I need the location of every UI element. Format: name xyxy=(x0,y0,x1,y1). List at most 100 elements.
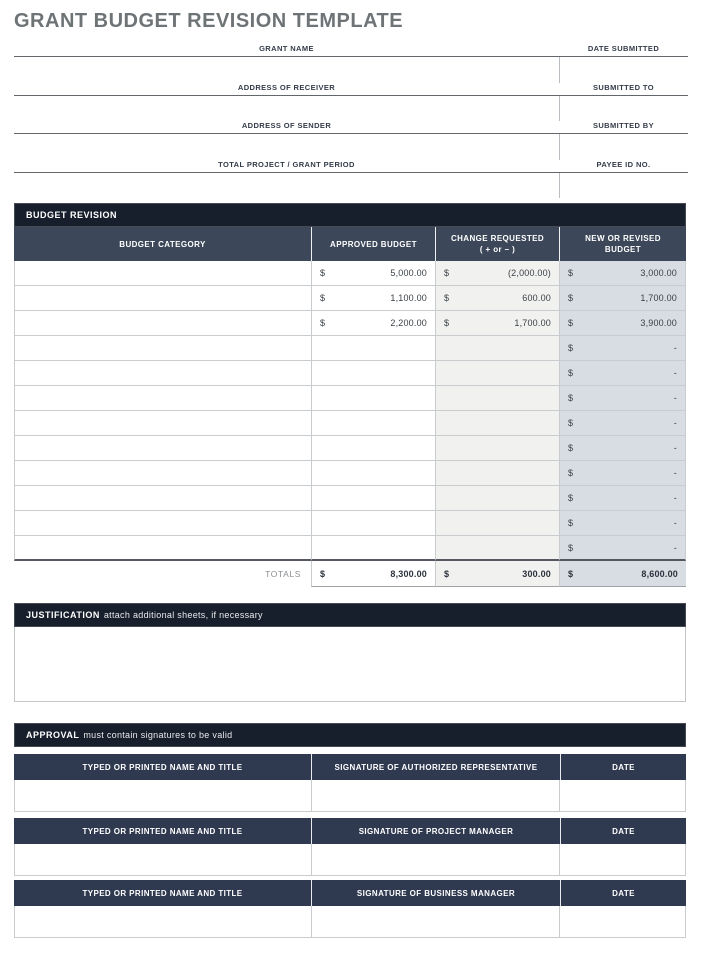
change-requested-cell[interactable] xyxy=(435,411,559,436)
approved-budget-cell[interactable] xyxy=(311,436,435,461)
submitted-to-input[interactable] xyxy=(559,95,688,121)
change-requested-cell[interactable]: $1,700.00 xyxy=(435,311,559,336)
budget-category-cell[interactable] xyxy=(14,336,311,361)
approved-budget-cell[interactable] xyxy=(311,511,435,536)
budget-category-cell[interactable] xyxy=(14,461,311,486)
change-requested-cell[interactable] xyxy=(435,511,559,536)
cell-value: 3,900.00 xyxy=(640,318,677,328)
grant-name-label: GRANT NAME xyxy=(259,44,314,53)
revised-budget-cell[interactable]: $ - xyxy=(559,386,686,411)
grant-period-input[interactable] xyxy=(14,173,559,199)
approved-budget-cell[interactable] xyxy=(311,336,435,361)
submitted-by-label: SUBMITTED BY xyxy=(592,121,655,130)
date-input[interactable] xyxy=(559,780,685,811)
justification-input[interactable] xyxy=(14,627,686,702)
revised-budget-cell[interactable]: $ - xyxy=(559,511,686,536)
budget-revision-title: BUDGET REVISION xyxy=(26,210,118,220)
signature-input[interactable] xyxy=(311,844,559,875)
cell-value: 3,000.00 xyxy=(640,268,677,278)
date-input[interactable] xyxy=(559,844,685,875)
change-requested-cell[interactable] xyxy=(435,361,559,386)
approved-budget-cell[interactable] xyxy=(311,461,435,486)
change-requested-cell[interactable] xyxy=(435,436,559,461)
budget-category-cell[interactable] xyxy=(14,436,311,461)
date-submitted-input[interactable] xyxy=(559,57,688,83)
change-requested-cell[interactable] xyxy=(435,536,559,561)
approved-budget-cell[interactable] xyxy=(311,386,435,411)
revised-budget-cell[interactable]: $ - xyxy=(559,461,686,486)
header-text: NEW OR REVISED xyxy=(585,234,661,243)
budget-category-cell[interactable] xyxy=(14,411,311,436)
change-requested-cell[interactable] xyxy=(435,386,559,411)
table-row: $ - xyxy=(14,336,686,361)
currency-symbol: $ xyxy=(568,468,574,478)
approved-budget-cell[interactable]: $5,000.00 xyxy=(311,261,435,286)
approved-budget-cell[interactable]: $1,100.00 xyxy=(311,286,435,311)
submitted-by-input[interactable] xyxy=(559,134,688,160)
header-form: GRANT NAME DATE SUBMITTED ADDRESS OF REC… xyxy=(14,44,688,198)
revised-budget-cell[interactable]: $ - xyxy=(559,336,686,361)
cell-value: - xyxy=(673,518,677,528)
name-title-input[interactable] xyxy=(15,844,311,875)
cell-value: - xyxy=(673,343,677,353)
revised-budget-cell[interactable]: $3,900.00 xyxy=(559,311,686,336)
justification-subtitle: attach additional sheets, if necessary xyxy=(103,610,263,620)
revised-budget-cell[interactable]: $ - xyxy=(559,411,686,436)
signature-input[interactable] xyxy=(311,906,559,937)
currency-symbol: $ xyxy=(568,393,574,403)
approved-budget-cell[interactable] xyxy=(311,536,435,561)
column-header-approved-budget: APPROVED BUDGET xyxy=(311,227,435,261)
grant-name-input[interactable] xyxy=(14,57,559,83)
revised-budget-cell[interactable]: $ - xyxy=(559,486,686,511)
budget-category-cell[interactable] xyxy=(14,311,311,336)
date-input[interactable] xyxy=(559,906,685,937)
currency-symbol: $ xyxy=(320,293,326,303)
change-requested-cell[interactable] xyxy=(435,461,559,486)
approved-budget-cell[interactable]: $2,200.00 xyxy=(311,311,435,336)
address-of-receiver-label: ADDRESS OF RECEIVER xyxy=(237,82,336,92)
submitted-to-label: SUBMITTED TO xyxy=(593,82,654,92)
name-title-input[interactable] xyxy=(15,780,311,811)
approved-budget-cell[interactable] xyxy=(311,411,435,436)
budget-category-cell[interactable] xyxy=(14,511,311,536)
table-row: $ - xyxy=(14,461,686,486)
form-row-address-of-receiver: ADDRESS OF RECEIVER SUBMITTED TO xyxy=(14,82,688,122)
revised-budget-cell[interactable]: $1,700.00 xyxy=(559,286,686,311)
header-text: APPROVED BUDGET xyxy=(330,239,417,249)
budget-category-cell[interactable] xyxy=(14,386,311,411)
name-title-input[interactable] xyxy=(15,906,311,937)
currency-symbol: $ xyxy=(568,443,574,453)
revised-budget-cell[interactable]: $ - xyxy=(559,436,686,461)
currency-symbol: $ xyxy=(444,293,450,303)
budget-category-cell[interactable] xyxy=(14,536,311,561)
approved-budget-cell[interactable] xyxy=(311,361,435,386)
budget-category-cell[interactable] xyxy=(14,286,311,311)
change-requested-cell[interactable]: $ (2,000.00) xyxy=(435,261,559,286)
budget-category-cell[interactable] xyxy=(14,361,311,386)
budget-revision-section-bar: BUDGET REVISION xyxy=(14,203,686,227)
justification-title: JUSTIFICATION xyxy=(26,610,100,620)
revised-budget-cell[interactable]: $3,000.00 xyxy=(559,261,686,286)
change-requested-cell[interactable] xyxy=(435,486,559,511)
revised-budget-cell[interactable]: $ - xyxy=(559,361,686,386)
signature-block-authorized-representative: TYPED OR PRINTED NAME AND TITLE SIGNATUR… xyxy=(14,754,686,812)
totals-value: 300.00 xyxy=(522,568,551,579)
signature-block-business-manager: TYPED OR PRINTED NAME AND TITLE SIGNATUR… xyxy=(14,880,686,938)
address-of-sender-input[interactable] xyxy=(14,134,559,160)
signature-input[interactable] xyxy=(311,780,559,811)
date-column-header: DATE xyxy=(560,754,686,780)
budget-category-cell[interactable] xyxy=(14,261,311,286)
signature-block-row xyxy=(14,780,686,812)
approved-budget-cell[interactable] xyxy=(311,486,435,511)
budget-category-cell[interactable] xyxy=(14,486,311,511)
change-requested-cell[interactable] xyxy=(435,336,559,361)
address-of-receiver-input[interactable] xyxy=(14,96,559,122)
change-requested-cell[interactable]: $600.00 xyxy=(435,286,559,311)
cell-value: - xyxy=(673,418,677,428)
currency-symbol: $ xyxy=(444,318,450,328)
signature-column-header: SIGNATURE OF BUSINESS MANAGER xyxy=(311,880,560,906)
signature-column-header: SIGNATURE OF PROJECT MANAGER xyxy=(311,818,560,844)
revised-budget-cell[interactable]: $ - xyxy=(559,536,686,561)
payee-id-input[interactable] xyxy=(559,172,688,198)
